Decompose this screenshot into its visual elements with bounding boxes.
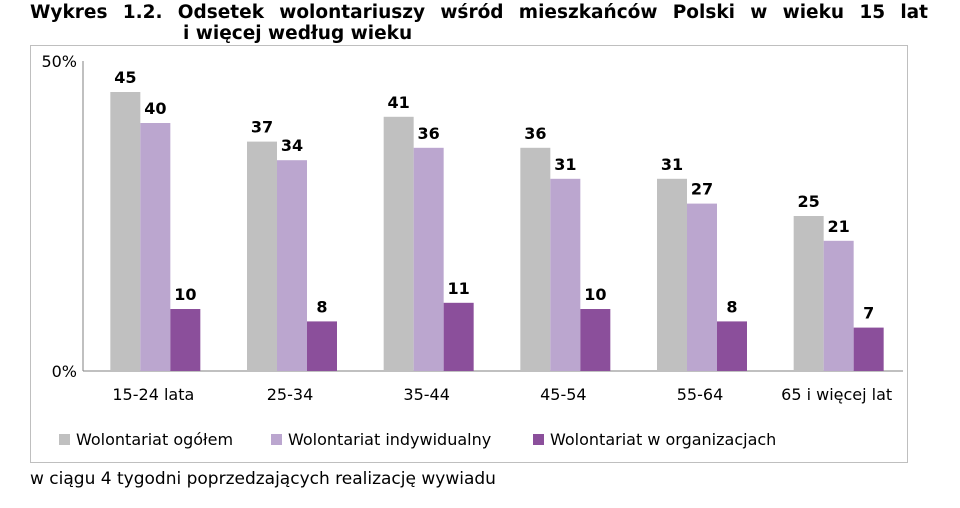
data-label: 31 (554, 155, 576, 174)
legend-label: Wolontariat w organizacjach (550, 430, 776, 449)
bar (520, 147, 551, 371)
chart-title-line-1: Wykres 1.2. Odsetek wolontariuszy wśród … (30, 2, 928, 23)
y-tick-label: 50% (41, 52, 77, 71)
x-tick-label: 15-24 lata (112, 385, 194, 404)
legend-label: Wolontariat indywidualny (288, 430, 491, 449)
legend-swatch (59, 434, 70, 445)
data-label: 36 (524, 124, 546, 143)
data-label: 10 (174, 285, 196, 304)
data-label: 21 (828, 217, 850, 236)
bar (413, 147, 444, 371)
data-label: 36 (418, 124, 440, 143)
data-label: 25 (798, 192, 820, 211)
bar (550, 178, 581, 371)
bar (110, 92, 141, 371)
y-tick-label: 0% (52, 362, 77, 381)
bar (383, 116, 414, 371)
data-label: 41 (388, 93, 410, 112)
data-label: 8 (316, 297, 327, 316)
bar (657, 178, 687, 371)
bar (277, 160, 307, 371)
bar (793, 216, 824, 371)
bar (443, 302, 474, 371)
data-label: 27 (691, 180, 713, 199)
x-tick-label: 35-44 (403, 385, 450, 404)
chart-frame: 50% 0% 45 40 10 15-24 lata 37 34 8 25-34 41 36 11 35-… (30, 45, 908, 463)
data-label: 31 (661, 155, 683, 174)
data-label: 37 (251, 118, 273, 137)
data-label: 11 (448, 279, 470, 298)
bar-chart: 50% 0% 45 40 10 15-24 lata 37 34 8 25-34 41 36 11 35-… (41, 52, 903, 449)
bar (717, 321, 747, 371)
x-tick-label: 25-34 (267, 385, 314, 404)
data-label: 10 (584, 285, 606, 304)
data-label: 45 (114, 68, 136, 87)
x-tick-label: 45-54 (540, 385, 587, 404)
data-label: 34 (281, 136, 303, 155)
chart-title-line-2: i więcej według wieku (183, 23, 413, 44)
bar (580, 309, 611, 371)
bar (247, 141, 277, 371)
bar (307, 321, 337, 371)
bar (853, 327, 884, 371)
footnote: w ciągu 4 tygodni poprzedzających realiz… (30, 469, 496, 489)
bar (687, 203, 717, 371)
legend-swatch (271, 434, 282, 445)
x-tick-label: 65 i więcej lat (781, 385, 892, 404)
legend-label: Wolontariat ogółem (76, 430, 233, 449)
bar (170, 309, 201, 371)
chart-title: Wykres 1.2. Odsetek wolontariuszy wśród … (30, 2, 928, 44)
data-label: 40 (144, 99, 166, 118)
data-label: 8 (726, 297, 737, 316)
x-tick-label: 55-64 (677, 385, 724, 404)
data-label: 7 (863, 304, 874, 323)
bar (823, 240, 854, 371)
legend-swatch (533, 434, 544, 445)
bar (140, 123, 171, 371)
